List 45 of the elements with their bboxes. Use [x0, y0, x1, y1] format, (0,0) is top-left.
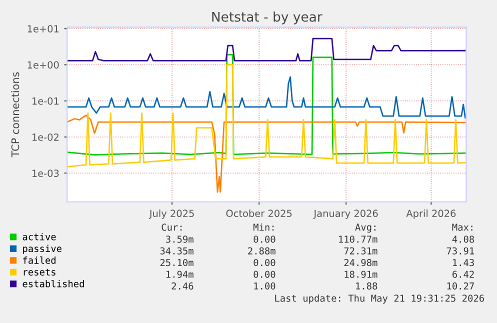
legend-label: passive — [23, 244, 62, 254]
text: 2.46 — [172, 282, 194, 290]
chart-title: Netstat - by year — [212, 12, 322, 24]
text: 34.35m — [160, 247, 194, 254]
text: 1.43 — [453, 259, 474, 266]
text: 18.91m — [344, 270, 378, 278]
text: Min: — [253, 223, 274, 231]
legend-label: resets — [24, 268, 56, 276]
text: 0.00 — [254, 236, 276, 243]
text: 1.00 — [254, 282, 276, 290]
x-tick-label: July 2025 — [148, 210, 194, 219]
text: 1.88 — [356, 282, 378, 290]
text: Avg: — [355, 224, 376, 233]
text: 110.77m — [339, 236, 378, 243]
legend-label: established — [22, 280, 84, 288]
y-axis-title: TCP connections — [11, 72, 20, 158]
text: 10.27 — [447, 282, 474, 290]
text: 25.10m — [160, 259, 194, 266]
y-tick-label: 1e+01 — [28, 25, 59, 32]
y-tick-label: 1e+00 — [28, 61, 59, 69]
y-tick-label: 1e-02 — [32, 133, 58, 141]
line-series — [67, 114, 466, 193]
legend-label: failed — [23, 256, 56, 264]
x-tick-label: April 2026 — [406, 210, 456, 219]
x-tick-label: January 2026 — [313, 210, 378, 219]
legend-label: active — [22, 233, 56, 240]
line-series — [67, 38, 466, 62]
text: 72.31m — [344, 247, 378, 254]
y-tick-label: 1e-03 — [32, 170, 59, 177]
text: 2.88m — [248, 247, 276, 254]
y-tick-label: 1e-01 — [32, 97, 59, 105]
text: 4.08 — [452, 236, 474, 243]
x-tick-label: October 2025 — [226, 210, 292, 218]
text: 3.59m — [166, 236, 194, 243]
line-series — [67, 64, 466, 168]
text: 73.91 — [446, 247, 474, 254]
text: 0.00 — [254, 259, 276, 266]
text: 0.00 — [254, 270, 276, 278]
text: 24.98m — [344, 259, 378, 266]
line-series — [67, 76, 466, 118]
text: 1.94m — [166, 270, 194, 278]
text: 6.42 — [452, 270, 474, 278]
text: Max: — [452, 224, 472, 231]
text: Last update: Thu May 21 19:31:25 2026 — [275, 294, 484, 304]
text: Cur: — [162, 224, 182, 231]
